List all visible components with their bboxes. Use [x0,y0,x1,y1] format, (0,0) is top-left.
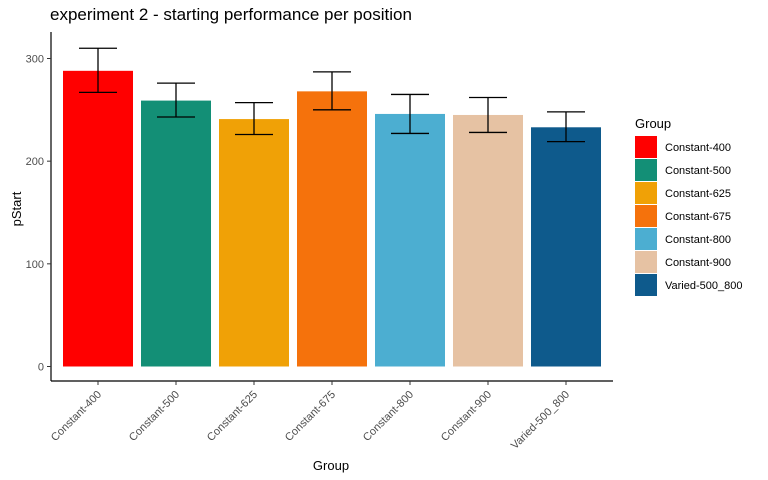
legend-key [635,251,657,273]
legend-label: Constant-800 [665,234,731,246]
error-bar [391,93,429,135]
legend-label: Constant-625 [665,188,731,200]
legend: Group Constant-400 Constant-500 Constant-6… [635,116,742,296]
x-tick-label: Constant-675 [283,389,338,444]
legend-key [635,205,657,227]
y-ticks: 0 100 200 300 [26,54,51,374]
bar-constant-625 [219,119,289,367]
legend-label: Constant-400 [665,142,731,154]
error-bar [313,71,351,111]
x-tick-label: Constant-900 [439,389,494,444]
legend-key [635,159,657,181]
y-tick-label: 0 [38,362,44,374]
chart-title: experiment 2 - starting performance per … [50,5,412,24]
legend-label: Constant-500 [665,165,731,177]
bar-constant-675 [297,91,367,367]
x-tick-label: Constant-625 [205,389,260,444]
x-tick-label: Constant-500 [127,389,182,444]
error-bar [547,111,585,143]
error-bar [79,47,117,94]
bar-constant-400 [63,70,133,367]
bar-constant-800 [375,113,445,367]
legend-title: Group [635,116,671,131]
y-tick-label: 100 [26,259,44,271]
error-bars-layer [79,47,585,143]
legend-label: Constant-900 [665,257,731,269]
bar-constant-900 [453,114,523,367]
bar-constant-500 [141,100,211,367]
x-tick-label: Varied-500_800 [509,389,572,452]
legend-label: Constant-675 [665,211,731,223]
legend-key [635,182,657,204]
legend-key [635,136,657,158]
bar-varied-500-800 [531,127,601,367]
x-tick-label: Constant-400 [49,389,104,444]
legend-key [635,228,657,250]
y-tick-label: 200 [26,156,44,168]
y-tick-label: 300 [26,54,44,66]
x-axis-title: Group [313,458,349,473]
x-tick-label: Constant-800 [361,389,416,444]
error-bar [235,101,273,136]
bars-layer [63,70,601,367]
y-axis-title: pStart [9,191,24,226]
x-ticks: Constant-400 Constant-500 Constant-625 Cons… [49,381,572,452]
error-bar [469,96,507,134]
error-bar [157,82,195,118]
legend-key [635,274,657,296]
legend-label: Varied-500_800 [665,280,742,292]
